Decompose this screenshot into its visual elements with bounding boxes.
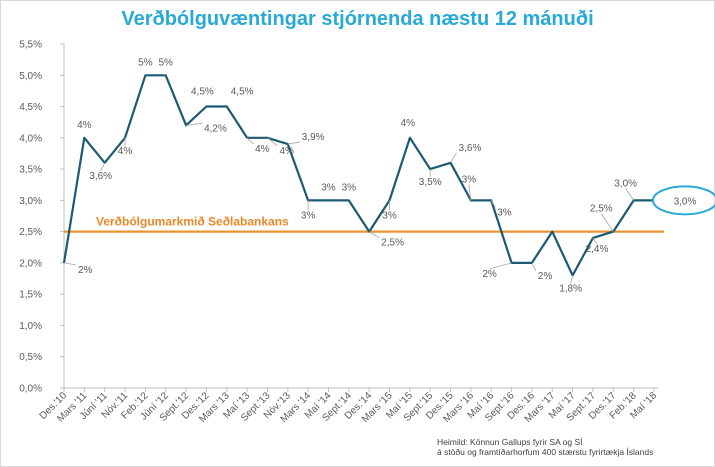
y-tick-label: 4,5%: [19, 102, 42, 113]
data-label: 3%: [301, 210, 316, 221]
data-label: 3%: [321, 182, 336, 193]
data-label: 4,2%: [204, 123, 227, 134]
data-label-leader: [570, 275, 574, 284]
data-label-leader: [63, 262, 77, 266]
y-tick-label: 1,0%: [19, 321, 42, 332]
data-label-leader: [600, 213, 614, 232]
data-label: 3%: [462, 174, 477, 185]
data-label-leader: [100, 162, 106, 172]
data-label: 3%: [382, 210, 397, 221]
y-tick-label: 0,0%: [19, 384, 42, 395]
series-line: [62, 74, 654, 277]
data-label-leader: [468, 184, 472, 201]
data-label: 4%: [118, 146, 133, 157]
data-label-leader: [489, 262, 512, 270]
data-label: 2,5%: [590, 204, 613, 215]
y-tick-label: 1,5%: [19, 290, 42, 301]
data-label-leader: [368, 231, 380, 238]
data-label: 2%: [482, 269, 497, 280]
data-label: 3%: [497, 207, 512, 218]
y-tick-label: 2,0%: [19, 258, 42, 269]
y-tick-label: 5,0%: [19, 71, 42, 82]
y-tick-label: 5,5%: [19, 40, 42, 51]
source-note: Heimild: Könnun Gallups fyrir SA og SÍ á…: [437, 437, 653, 457]
data-label: 1,8%: [559, 283, 582, 294]
data-label: 4%: [279, 146, 294, 157]
y-tick-label: 2,5%: [19, 227, 42, 238]
data-label-leader: [267, 137, 278, 147]
data-label-leader: [625, 188, 634, 201]
highlight-ellipse: [652, 185, 715, 216]
data-label: 3,0%: [614, 178, 637, 189]
y-tick-label: 3,0%: [19, 196, 42, 207]
data-label: 5%: [158, 57, 173, 68]
data-label-leader: [531, 262, 537, 272]
source-line-1: Heimild: Könnun Gallups fyrir SA og SÍ: [437, 437, 583, 447]
data-label: 2%: [538, 271, 553, 282]
data-label: 4%: [255, 144, 270, 155]
data-label: 2%: [78, 265, 93, 276]
data-label: 3%: [342, 182, 357, 193]
source-line-2: á stöðu og framtíðarhorfum 400 stærstu f…: [437, 447, 654, 457]
data-label: 5%: [138, 57, 153, 68]
data-label-leader: [592, 237, 598, 245]
data-label: 4,5%: [191, 87, 214, 98]
data-label: 3,6%: [89, 171, 112, 182]
data-label: 2,5%: [381, 238, 404, 249]
chart-title: Verðbólguvæntingar stjórnenda næstu 12 m…: [121, 8, 594, 30]
data-label: 4%: [401, 118, 416, 129]
target-line-label: Verðbólgumarkmið Seðlabankans: [96, 215, 289, 229]
y-tick-label: 0,5%: [19, 352, 42, 363]
data-label: 4,5%: [231, 87, 254, 98]
data-label-leader: [490, 200, 496, 208]
data-label: 3,5%: [419, 177, 442, 188]
y-tick-label: 4,0%: [19, 133, 42, 144]
data-label: 3,6%: [459, 143, 482, 154]
data-label-leader: [287, 141, 300, 145]
data-label: 3,9%: [302, 132, 325, 143]
data-label: 4%: [77, 120, 92, 131]
data-label-highlight: 3,0%: [674, 196, 697, 207]
data-label-leader: [246, 137, 254, 145]
data-label-leader: [186, 122, 203, 126]
y-tick-label: 3,5%: [19, 165, 42, 176]
data-label: 2,4%: [586, 244, 609, 255]
data-label-leader: [450, 152, 457, 164]
